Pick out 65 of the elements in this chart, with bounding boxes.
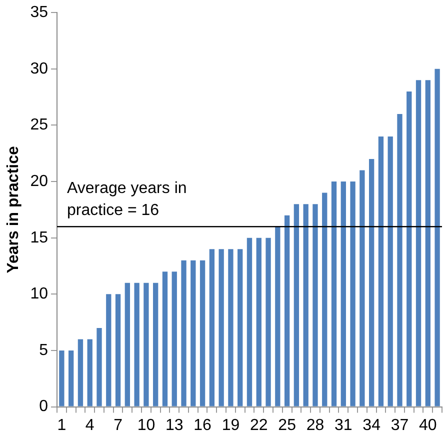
x-tick-label: 16 bbox=[194, 416, 212, 434]
bar bbox=[425, 80, 430, 406]
y-tick-label: 15 bbox=[30, 229, 48, 246]
bar bbox=[144, 282, 149, 406]
bar bbox=[162, 272, 168, 406]
bar bbox=[172, 272, 177, 406]
bar bbox=[209, 249, 215, 406]
x-tick-label: 25 bbox=[278, 416, 296, 434]
bar bbox=[322, 192, 328, 406]
x-tick-label: 4 bbox=[85, 416, 94, 434]
x-tick-label: 1 bbox=[57, 416, 66, 434]
bar bbox=[312, 204, 318, 406]
bar bbox=[378, 136, 384, 406]
bar bbox=[360, 170, 365, 406]
x-tick-label: 10 bbox=[137, 416, 156, 434]
bar bbox=[434, 68, 440, 406]
bar bbox=[266, 238, 271, 406]
y-tick-label: 20 bbox=[30, 172, 48, 190]
bar bbox=[218, 249, 224, 406]
y-tick-label: 10 bbox=[30, 286, 48, 303]
bar bbox=[294, 204, 300, 406]
bar bbox=[275, 226, 280, 406]
bar bbox=[200, 260, 206, 406]
y-tick-label: 35 bbox=[30, 4, 48, 22]
bar bbox=[106, 294, 112, 406]
x-tick-label: 19 bbox=[222, 416, 240, 434]
bar bbox=[406, 91, 412, 406]
x-tick-label: 13 bbox=[165, 416, 184, 434]
bar bbox=[59, 350, 64, 406]
x-tick-label: 34 bbox=[362, 416, 381, 434]
bar bbox=[350, 182, 356, 406]
bar bbox=[416, 80, 422, 406]
bar bbox=[303, 204, 308, 406]
bar bbox=[228, 249, 234, 406]
x-tick-label: 7 bbox=[114, 416, 123, 434]
x-tick-label: 31 bbox=[334, 416, 352, 434]
bar bbox=[181, 260, 186, 406]
y-tick-label: 25 bbox=[30, 116, 48, 134]
bar bbox=[134, 282, 140, 406]
x-tick-label: 37 bbox=[390, 416, 409, 434]
x-tick-label: 28 bbox=[306, 416, 324, 434]
bar bbox=[115, 294, 121, 406]
y-tick-label: 0 bbox=[39, 398, 48, 416]
bar bbox=[68, 350, 74, 406]
bar bbox=[397, 114, 402, 406]
bar bbox=[124, 282, 130, 406]
x-tick-label: 40 bbox=[419, 416, 437, 434]
bar bbox=[388, 136, 393, 406]
bar bbox=[190, 260, 196, 406]
bar bbox=[78, 339, 84, 406]
bar bbox=[284, 215, 290, 406]
bar bbox=[331, 182, 337, 406]
bar bbox=[87, 339, 92, 406]
x-tick-label: 22 bbox=[250, 416, 268, 434]
bar bbox=[246, 238, 252, 406]
bar bbox=[153, 282, 158, 406]
ref-line-label: Average years in practice = 16 bbox=[66, 180, 187, 219]
y-axis-title: Years in practice bbox=[5, 146, 22, 274]
bar bbox=[256, 238, 262, 406]
bar bbox=[340, 182, 346, 406]
bar bbox=[368, 159, 374, 406]
bar bbox=[238, 249, 243, 406]
y-tick-label: 30 bbox=[30, 60, 48, 78]
y-tick-label: 5 bbox=[39, 342, 48, 359]
bar bbox=[96, 328, 102, 406]
